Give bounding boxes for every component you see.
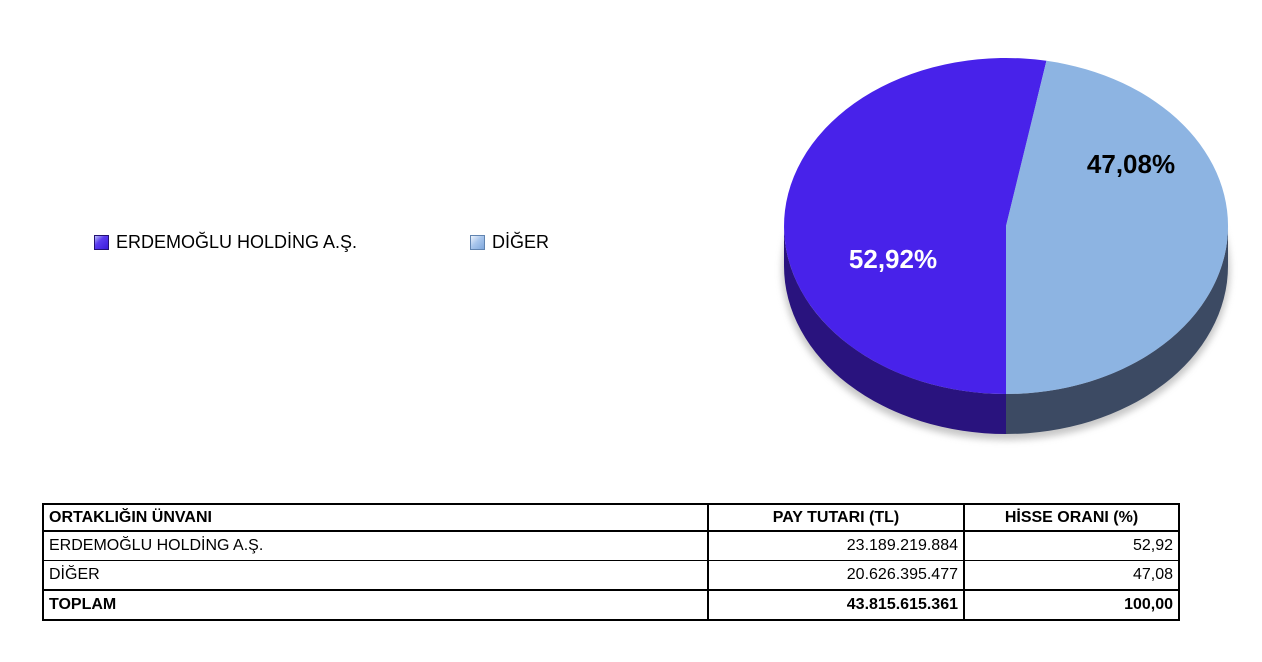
cell-amount: 20.626.395.477	[707, 560, 965, 591]
pie-label-diger: 47,08%	[1087, 149, 1175, 179]
table-row-total: TOPLAM 43.815.615.361 100,00	[42, 589, 1180, 621]
pie-slice-diger	[1006, 60, 1229, 395]
pie-slice-erdemoglu	[784, 58, 1047, 395]
col-header-pay-tutari: PAY TUTARI (TL)	[707, 503, 965, 532]
table-row-erdemoglu: ERDEMOĞLU HOLDİNG A.Ş. 23.189.219.884 52…	[42, 530, 1180, 561]
cell-name: DİĞER	[42, 560, 709, 591]
ownership-table: ORTAKLIĞIN ÜNVANI PAY TUTARI (TL) HİSSE …	[42, 503, 1180, 621]
legend-label-diger: DİĞER	[492, 232, 550, 252]
pie-side-diger	[1006, 226, 1228, 434]
cell-ratio: 47,08	[963, 560, 1180, 591]
legend-label-erdemoglu: ERDEMOĞLU HOLDİNG A.Ş.	[116, 232, 358, 252]
cell-name: TOPLAM	[42, 589, 709, 621]
cell-amount: 23.189.219.884	[707, 530, 965, 561]
pie-chart: 52,92% 47,08%	[782, 58, 1230, 440]
cell-ratio: 100,00	[963, 589, 1180, 621]
legend-item-diger: DİĞER	[470, 232, 549, 252]
legend-item-erdemoglu: ERDEMOĞLU HOLDİNG A.Ş.	[94, 232, 357, 252]
col-header-unvan: ORTAKLIĞIN ÜNVANI	[42, 503, 709, 532]
pie-side-erdemoglu	[784, 226, 1006, 434]
legend-marker-diger-icon	[470, 234, 485, 250]
cell-ratio: 52,92	[963, 530, 1180, 561]
legend-marker-erdemoglu-icon	[94, 234, 109, 250]
table-header-row: ORTAKLIĞIN ÜNVANI PAY TUTARI (TL) HİSSE …	[42, 503, 1180, 532]
cell-amount: 43.815.615.361	[707, 589, 965, 621]
cell-name: ERDEMOĞLU HOLDİNG A.Ş.	[42, 530, 709, 561]
col-header-hisse-orani: HİSSE ORANI (%)	[963, 503, 1180, 532]
pie-label-erdemoglu: 52,92%	[849, 244, 937, 274]
table-row-diger: DİĞER 20.626.395.477 47,08	[42, 560, 1180, 591]
